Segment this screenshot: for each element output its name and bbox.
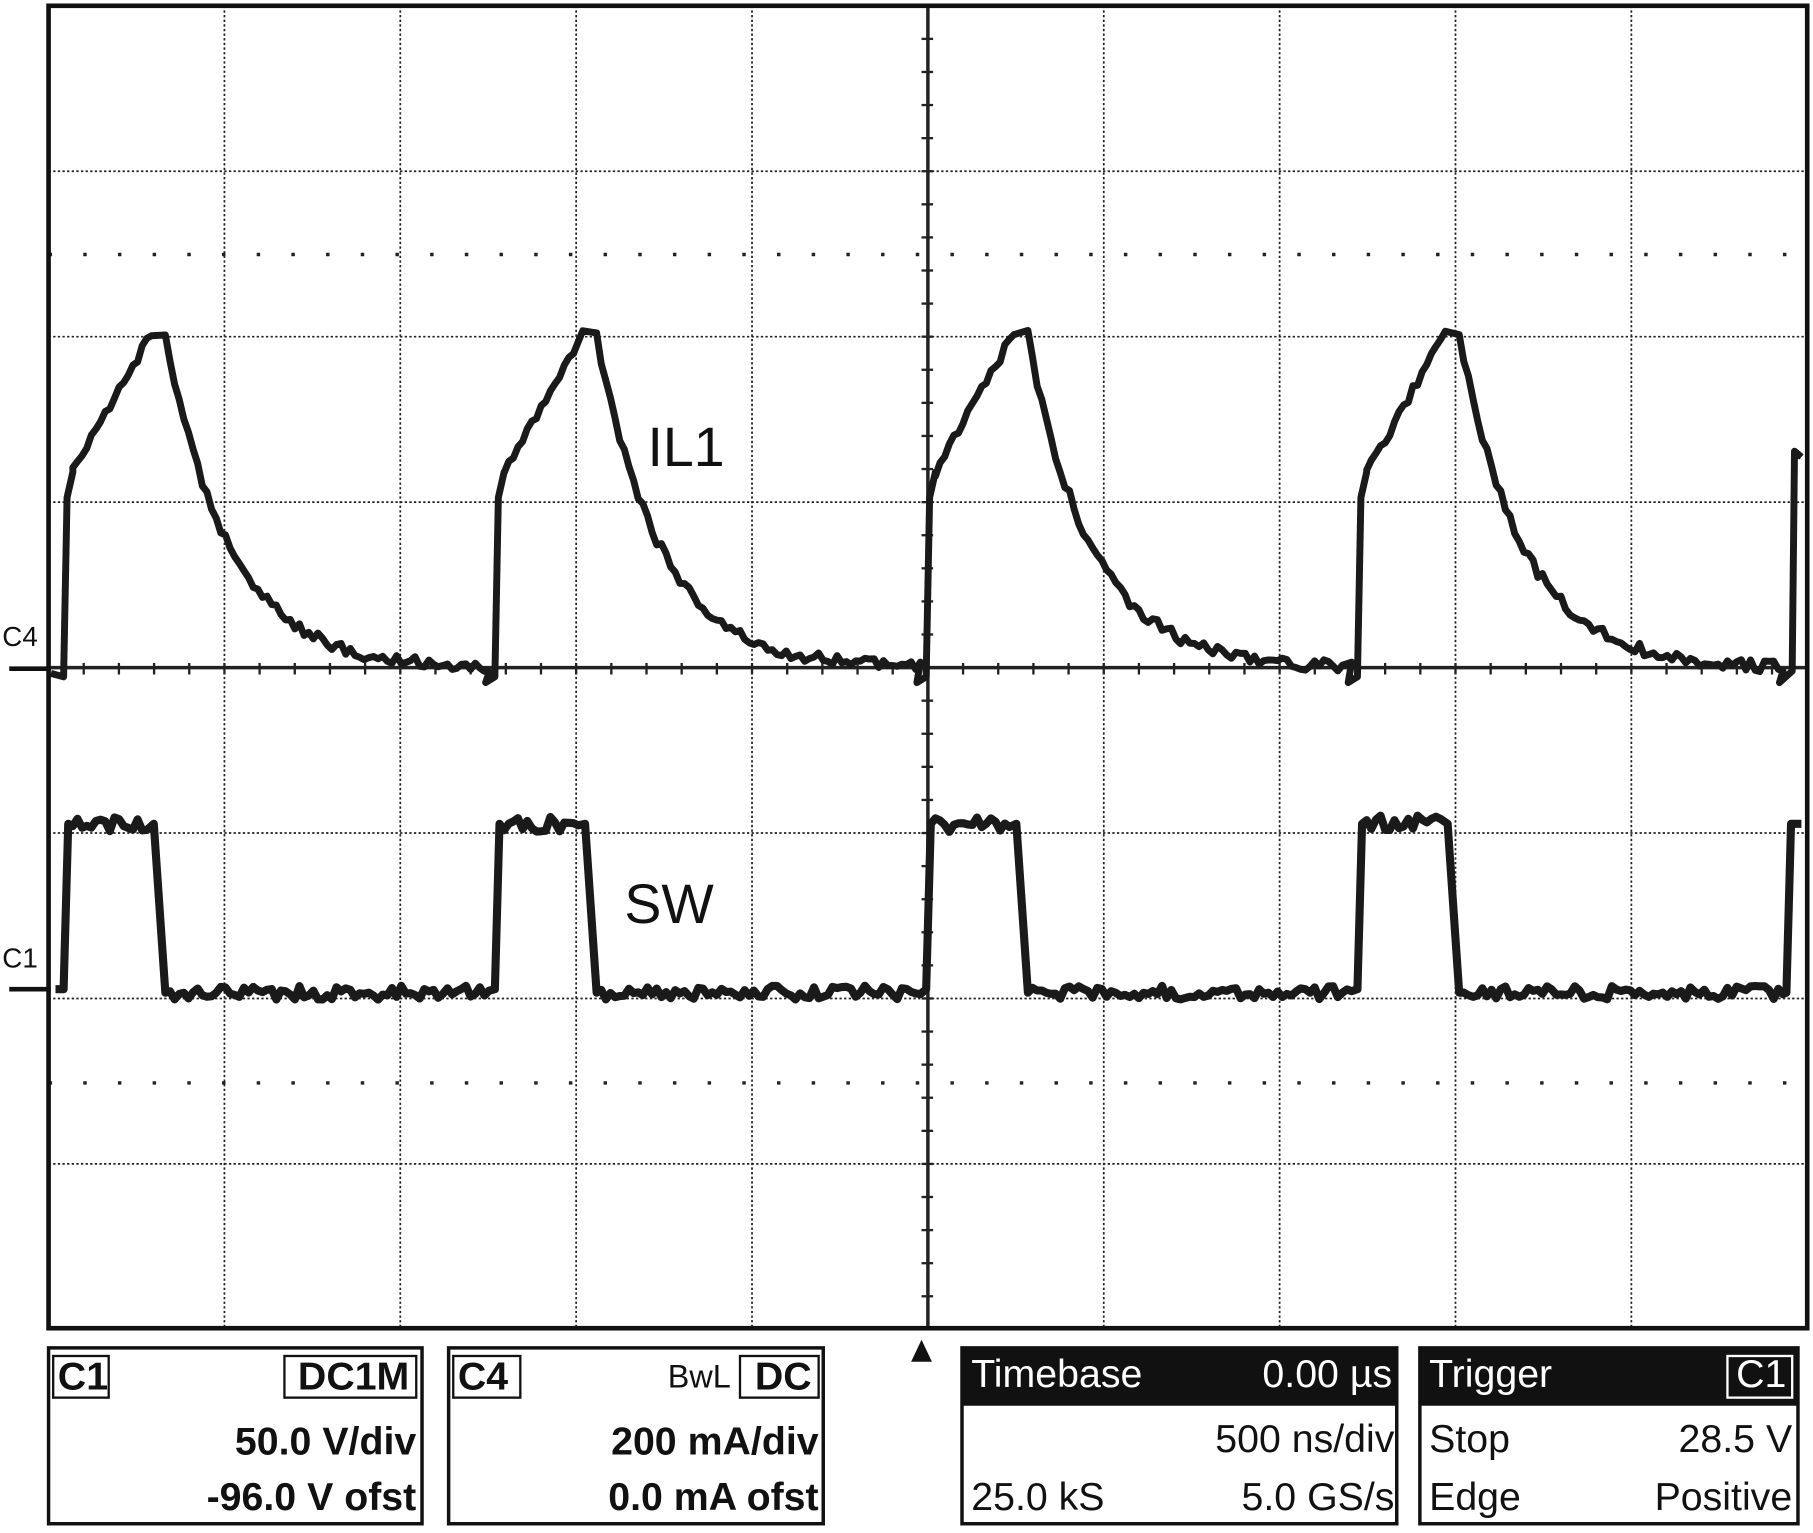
samples: 25.0 kS	[971, 1475, 1104, 1519]
coupling: DC1M	[298, 1355, 409, 1399]
scale: 50.0 V/div	[235, 1419, 416, 1463]
channel-name: C1	[58, 1355, 108, 1399]
panel-title: Trigger	[1429, 1352, 1552, 1396]
trigger-source: C1	[1736, 1352, 1786, 1396]
panel-header	[1419, 1347, 1798, 1406]
trigger-panel: Trigger C1 Stop 28.5 V Edge Positive	[1418, 1346, 1800, 1526]
channel-panel: C1 DC1M 50.0 V/div -96.0 V ofst	[46, 1346, 424, 1526]
timebase-panel: Timebase 0.00 µs 500 ns/div 25.0 kS 5.0 …	[960, 1346, 1399, 1526]
sample-rate: 5.0 GS/s	[1242, 1475, 1395, 1519]
channel-marker: C4	[2, 621, 37, 652]
scale: 200 mA/div	[611, 1419, 819, 1463]
scale: 500 ns/div	[1215, 1417, 1394, 1461]
waveform	[49, 326, 1804, 687]
offset: -96.0 V ofst	[207, 1475, 417, 1519]
channel-name: C4	[458, 1355, 508, 1399]
trigger-type: Edge	[1429, 1475, 1521, 1519]
panel-tag	[1726, 1354, 1794, 1399]
panel-tag	[452, 1354, 522, 1399]
trigger-level: 28.5 V	[1679, 1417, 1793, 1461]
channel-panel: C4 BwL DC 200 mA/div 0.0 mA ofst	[446, 1346, 825, 1526]
panel-tag	[52, 1354, 110, 1399]
trigger-position-marker	[911, 1339, 932, 1362]
coupling: DC	[755, 1355, 812, 1399]
channel-marker: C1	[2, 943, 37, 974]
waveform	[55, 811, 1802, 1004]
bandwidth: BwL	[668, 1359, 731, 1395]
panel-tag	[283, 1354, 418, 1399]
delay: 0.00 µs	[1262, 1352, 1392, 1396]
trace-label: SW	[624, 873, 714, 935]
trigger-mode: Stop	[1429, 1417, 1510, 1461]
trigger-slope: Positive	[1655, 1475, 1793, 1519]
panel-title: Timebase	[971, 1352, 1142, 1396]
panel-tag	[738, 1354, 820, 1399]
traces	[49, 326, 1804, 1004]
trace-label: IL1	[648, 416, 725, 478]
panel-border	[46, 1346, 424, 1526]
offset: 0.0 mA ofst	[608, 1475, 818, 1519]
panel-border	[446, 1346, 825, 1526]
panel-header	[962, 1347, 1397, 1406]
